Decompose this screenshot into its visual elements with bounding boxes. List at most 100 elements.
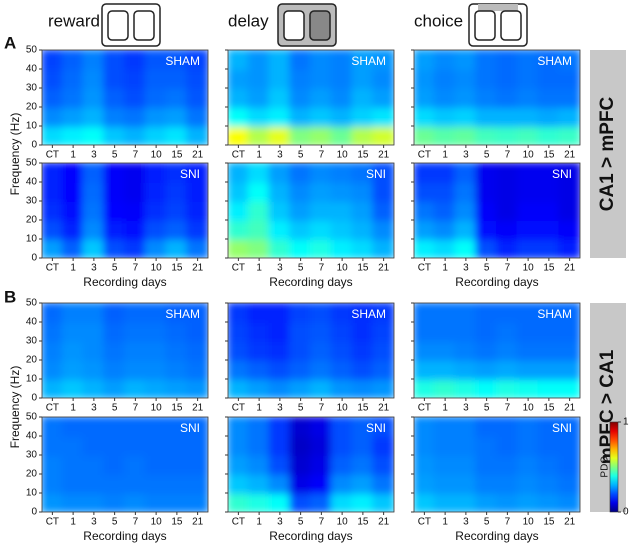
heat-cell xyxy=(351,87,375,108)
heat-cell xyxy=(165,473,189,494)
heat-cell xyxy=(165,454,189,475)
heat-cell xyxy=(414,340,436,361)
heat-cell xyxy=(228,163,250,183)
heat-cell xyxy=(42,435,64,456)
heat-cell xyxy=(414,181,436,202)
heat-cell xyxy=(558,68,580,89)
heat-cell xyxy=(537,321,561,342)
x-tick-label: 1 xyxy=(70,150,76,161)
x-tick-label: 21 xyxy=(192,403,204,414)
heat-cell xyxy=(454,303,478,323)
heat-cell xyxy=(165,87,189,108)
heat-cell xyxy=(61,321,85,342)
heat-cell xyxy=(330,359,354,380)
heat-cell xyxy=(372,473,394,494)
heat-cell xyxy=(124,378,147,398)
heat-cell xyxy=(330,68,354,89)
heat-cell xyxy=(475,454,498,475)
heat-cell xyxy=(82,87,106,108)
heat-cell xyxy=(61,50,85,70)
heat-cell xyxy=(433,87,457,108)
x-tick-label: 1 xyxy=(70,517,76,528)
heat-cell xyxy=(310,473,333,494)
heat-cell xyxy=(330,200,354,221)
heat-cell xyxy=(124,87,147,108)
heat-cell xyxy=(496,340,519,361)
heat-cell xyxy=(165,238,189,258)
y-tick-label: 30 xyxy=(26,83,38,94)
heat-cell xyxy=(268,321,292,342)
x-axis-label: Recording days xyxy=(455,275,538,289)
heat-cell xyxy=(247,50,271,70)
heat-cell xyxy=(372,200,394,221)
heat-cell xyxy=(61,435,85,456)
heat-cell xyxy=(454,68,478,89)
heat-cell xyxy=(42,87,64,108)
heat-cell xyxy=(144,238,168,258)
heat-cell xyxy=(186,163,208,183)
heat-cell xyxy=(186,125,208,145)
heat-cell xyxy=(516,340,540,361)
y-tick-label: 0 xyxy=(31,253,37,264)
heatmap-cells xyxy=(414,50,580,145)
x-tick-label: 5 xyxy=(298,403,304,414)
heat-cell xyxy=(310,87,333,108)
heat-cell xyxy=(558,50,580,70)
x-tick-label: 21 xyxy=(564,150,576,161)
heat-cell xyxy=(433,303,457,323)
heat-cell xyxy=(433,238,457,258)
heat-cell xyxy=(414,492,436,512)
heat-cell xyxy=(433,378,457,398)
heat-cell xyxy=(330,303,354,323)
heat-cell xyxy=(289,125,312,145)
heat-cell xyxy=(103,106,126,127)
x-tick-label: 21 xyxy=(192,263,204,274)
heat-cell xyxy=(124,181,147,202)
heat-cell xyxy=(475,200,498,221)
heat-cell xyxy=(330,125,354,145)
x-tick-label: 21 xyxy=(564,403,576,414)
heat-cell xyxy=(433,163,457,183)
heat-cell xyxy=(247,238,271,258)
x-tick-label: 5 xyxy=(484,150,490,161)
heat-cell xyxy=(351,492,375,512)
heat-cell xyxy=(268,359,292,380)
heat-cell xyxy=(124,454,147,475)
x-tick-label: CT xyxy=(418,403,431,414)
heat-cell xyxy=(268,68,292,89)
heat-cell xyxy=(351,454,375,475)
y-tick-label: 0 xyxy=(31,393,37,404)
heat-cell xyxy=(61,125,85,145)
heat-cell xyxy=(144,106,168,127)
x-tick-label: 5 xyxy=(112,263,118,274)
x-tick-label: 7 xyxy=(133,150,139,161)
heat-cell xyxy=(42,181,64,202)
heat-cell xyxy=(82,106,106,127)
heat-cell xyxy=(268,219,292,240)
heat-cell xyxy=(372,417,394,437)
x-tick-label: 10 xyxy=(337,403,349,414)
x-tick-label: 21 xyxy=(564,263,576,274)
colorbar-tick-label: 0 xyxy=(623,507,629,518)
heat-cell xyxy=(310,417,333,437)
heat-cell xyxy=(61,303,85,323)
heat-cell xyxy=(351,125,375,145)
x-tick-label: 15 xyxy=(543,517,555,528)
x-tick-label: 3 xyxy=(91,403,97,414)
x-tick-label: 7 xyxy=(319,150,325,161)
x-tick-label: 15 xyxy=(543,263,555,274)
y-tick-label: 10 xyxy=(26,488,38,499)
heat-cell xyxy=(165,321,189,342)
heat-cell xyxy=(165,200,189,221)
heat-cell xyxy=(516,50,540,70)
heat-cell xyxy=(144,125,168,145)
y-tick-label: 50 xyxy=(26,45,38,56)
heat-cell xyxy=(228,473,250,494)
x-axis-label: Recording days xyxy=(455,529,538,543)
heatmap xyxy=(228,50,394,145)
heat-cell xyxy=(144,359,168,380)
heat-cell xyxy=(475,181,498,202)
heat-cell xyxy=(144,492,168,512)
y-tick-label: 30 xyxy=(26,450,38,461)
heat-cell xyxy=(165,68,189,89)
